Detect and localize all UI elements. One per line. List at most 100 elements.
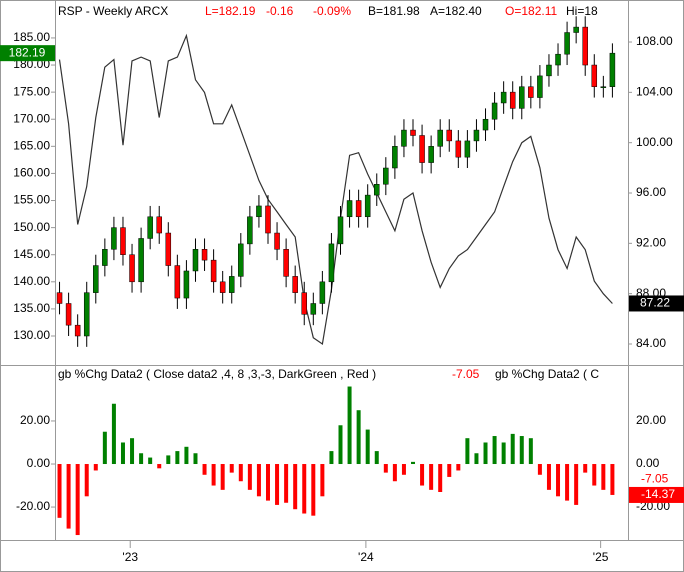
- histogram-bar: [610, 464, 615, 495]
- histogram-bar: [275, 464, 280, 505]
- candle-body: [120, 227, 126, 255]
- candle-body: [201, 249, 208, 261]
- y-tick-label: 165.00: [13, 138, 50, 152]
- histogram-bar: [592, 464, 597, 486]
- histogram-bar: [184, 446, 189, 465]
- histogram-bar: [66, 464, 71, 529]
- histogram-bar: [447, 464, 452, 477]
- candle-body: [65, 303, 72, 326]
- histogram-bar: [565, 464, 570, 501]
- histogram-bar: [392, 464, 397, 482]
- candle-body: [446, 129, 453, 142]
- candle-body: [337, 216, 344, 245]
- histogram-bar: [166, 455, 171, 465]
- y-tick-label: 130.00: [13, 328, 50, 342]
- header-text: -0.16: [266, 4, 294, 18]
- y-tick-label: 155.00: [13, 193, 50, 207]
- y-tick-label: 0.00: [27, 456, 51, 470]
- candle-body: [364, 194, 371, 218]
- candle-body: [419, 135, 425, 163]
- candle-body: [210, 259, 217, 283]
- candle-body: [238, 243, 244, 277]
- histogram-bar: [284, 464, 289, 503]
- y-tick-label: 170.00: [13, 111, 50, 125]
- candle-body: [564, 32, 570, 55]
- candle-body: [500, 91, 507, 104]
- histogram-bar: [320, 464, 325, 497]
- last-price-tag: [0, 45, 55, 62]
- candle-body: [192, 249, 199, 272]
- candle-body: [401, 129, 407, 147]
- histogram-bar: [238, 464, 243, 482]
- candle-body: [301, 292, 307, 315]
- candle-body: [174, 265, 181, 299]
- candle-body: [156, 216, 162, 234]
- panel-title-2: gb %Chg Data2 ( C: [495, 367, 599, 381]
- histogram-bar: [519, 436, 524, 465]
- histogram-bar: [247, 464, 252, 490]
- candle-body: [129, 254, 135, 283]
- y2-tick-label: 100.00: [636, 135, 673, 149]
- y2-tick-label: 96.00: [636, 185, 666, 199]
- candle-body: [600, 86, 607, 88]
- candle-body: [383, 167, 389, 185]
- candle-body: [374, 184, 380, 196]
- candle-body: [247, 216, 253, 245]
- candle-body: [183, 270, 190, 299]
- header-text: O=182.11: [505, 4, 557, 18]
- candle-body: [582, 26, 588, 66]
- candle-body: [274, 232, 280, 250]
- histogram-bar: [601, 464, 606, 490]
- histogram-bar: [329, 451, 334, 465]
- candle-body: [591, 64, 598, 87]
- comparison-line: [58, 33, 613, 346]
- candle-body: [165, 232, 172, 266]
- histogram-bar: [338, 425, 343, 465]
- y2-tick-label: 84.00: [636, 336, 666, 350]
- candle-body: [455, 140, 462, 158]
- histogram-bar: [438, 464, 443, 492]
- candle-body: [609, 52, 616, 87]
- histogram-bar: [175, 451, 180, 465]
- y-tick-label: 160.00: [13, 166, 50, 180]
- last-value-label: -14.37: [641, 487, 675, 501]
- histogram-bar: [157, 464, 162, 469]
- candle-body: [283, 249, 289, 277]
- histogram-bar: [492, 436, 497, 465]
- candle-body: [56, 292, 63, 304]
- histogram-bar: [546, 464, 551, 490]
- histogram-bar: [120, 442, 125, 465]
- histogram-bar: [193, 453, 198, 465]
- histogram-bar: [302, 464, 307, 514]
- histogram-bar: [130, 438, 135, 465]
- candle-body: [346, 200, 353, 218]
- header-text: Hi=18: [566, 4, 598, 18]
- candle-body: [464, 140, 471, 158]
- histogram-bar: [429, 464, 434, 490]
- header: RSP - Weekly ARCX L=182.19 -0.16 -0.09% B=18…: [58, 4, 598, 18]
- candle-body: [473, 129, 480, 142]
- candle-body: [437, 129, 443, 147]
- candle-body: [319, 281, 326, 304]
- candle-body: [546, 64, 552, 77]
- histogram-bar: [347, 386, 352, 465]
- candle-body: [528, 86, 534, 98]
- candle-body: [292, 276, 298, 293]
- y-tick-label: 150.00: [13, 220, 50, 234]
- y-tick-label: -20.00: [16, 499, 50, 513]
- histogram-bar: [556, 464, 561, 497]
- candle-body: [265, 205, 271, 234]
- candle-body: [111, 227, 117, 250]
- candle-body: [228, 276, 235, 293]
- histogram-bar: [102, 431, 107, 465]
- candle-body: [519, 86, 525, 109]
- histogram-bar: [374, 451, 379, 465]
- header-text: A=182.40: [430, 4, 482, 18]
- candle-body: [138, 238, 144, 283]
- y-tick-label: 140.00: [13, 274, 50, 288]
- histogram-bar: [383, 464, 388, 473]
- y2-tick-label: 0.00: [636, 456, 660, 470]
- panel-title: gb %Chg Data2 ( Close data2 ,4, 8 ,3,-3,…: [58, 367, 376, 381]
